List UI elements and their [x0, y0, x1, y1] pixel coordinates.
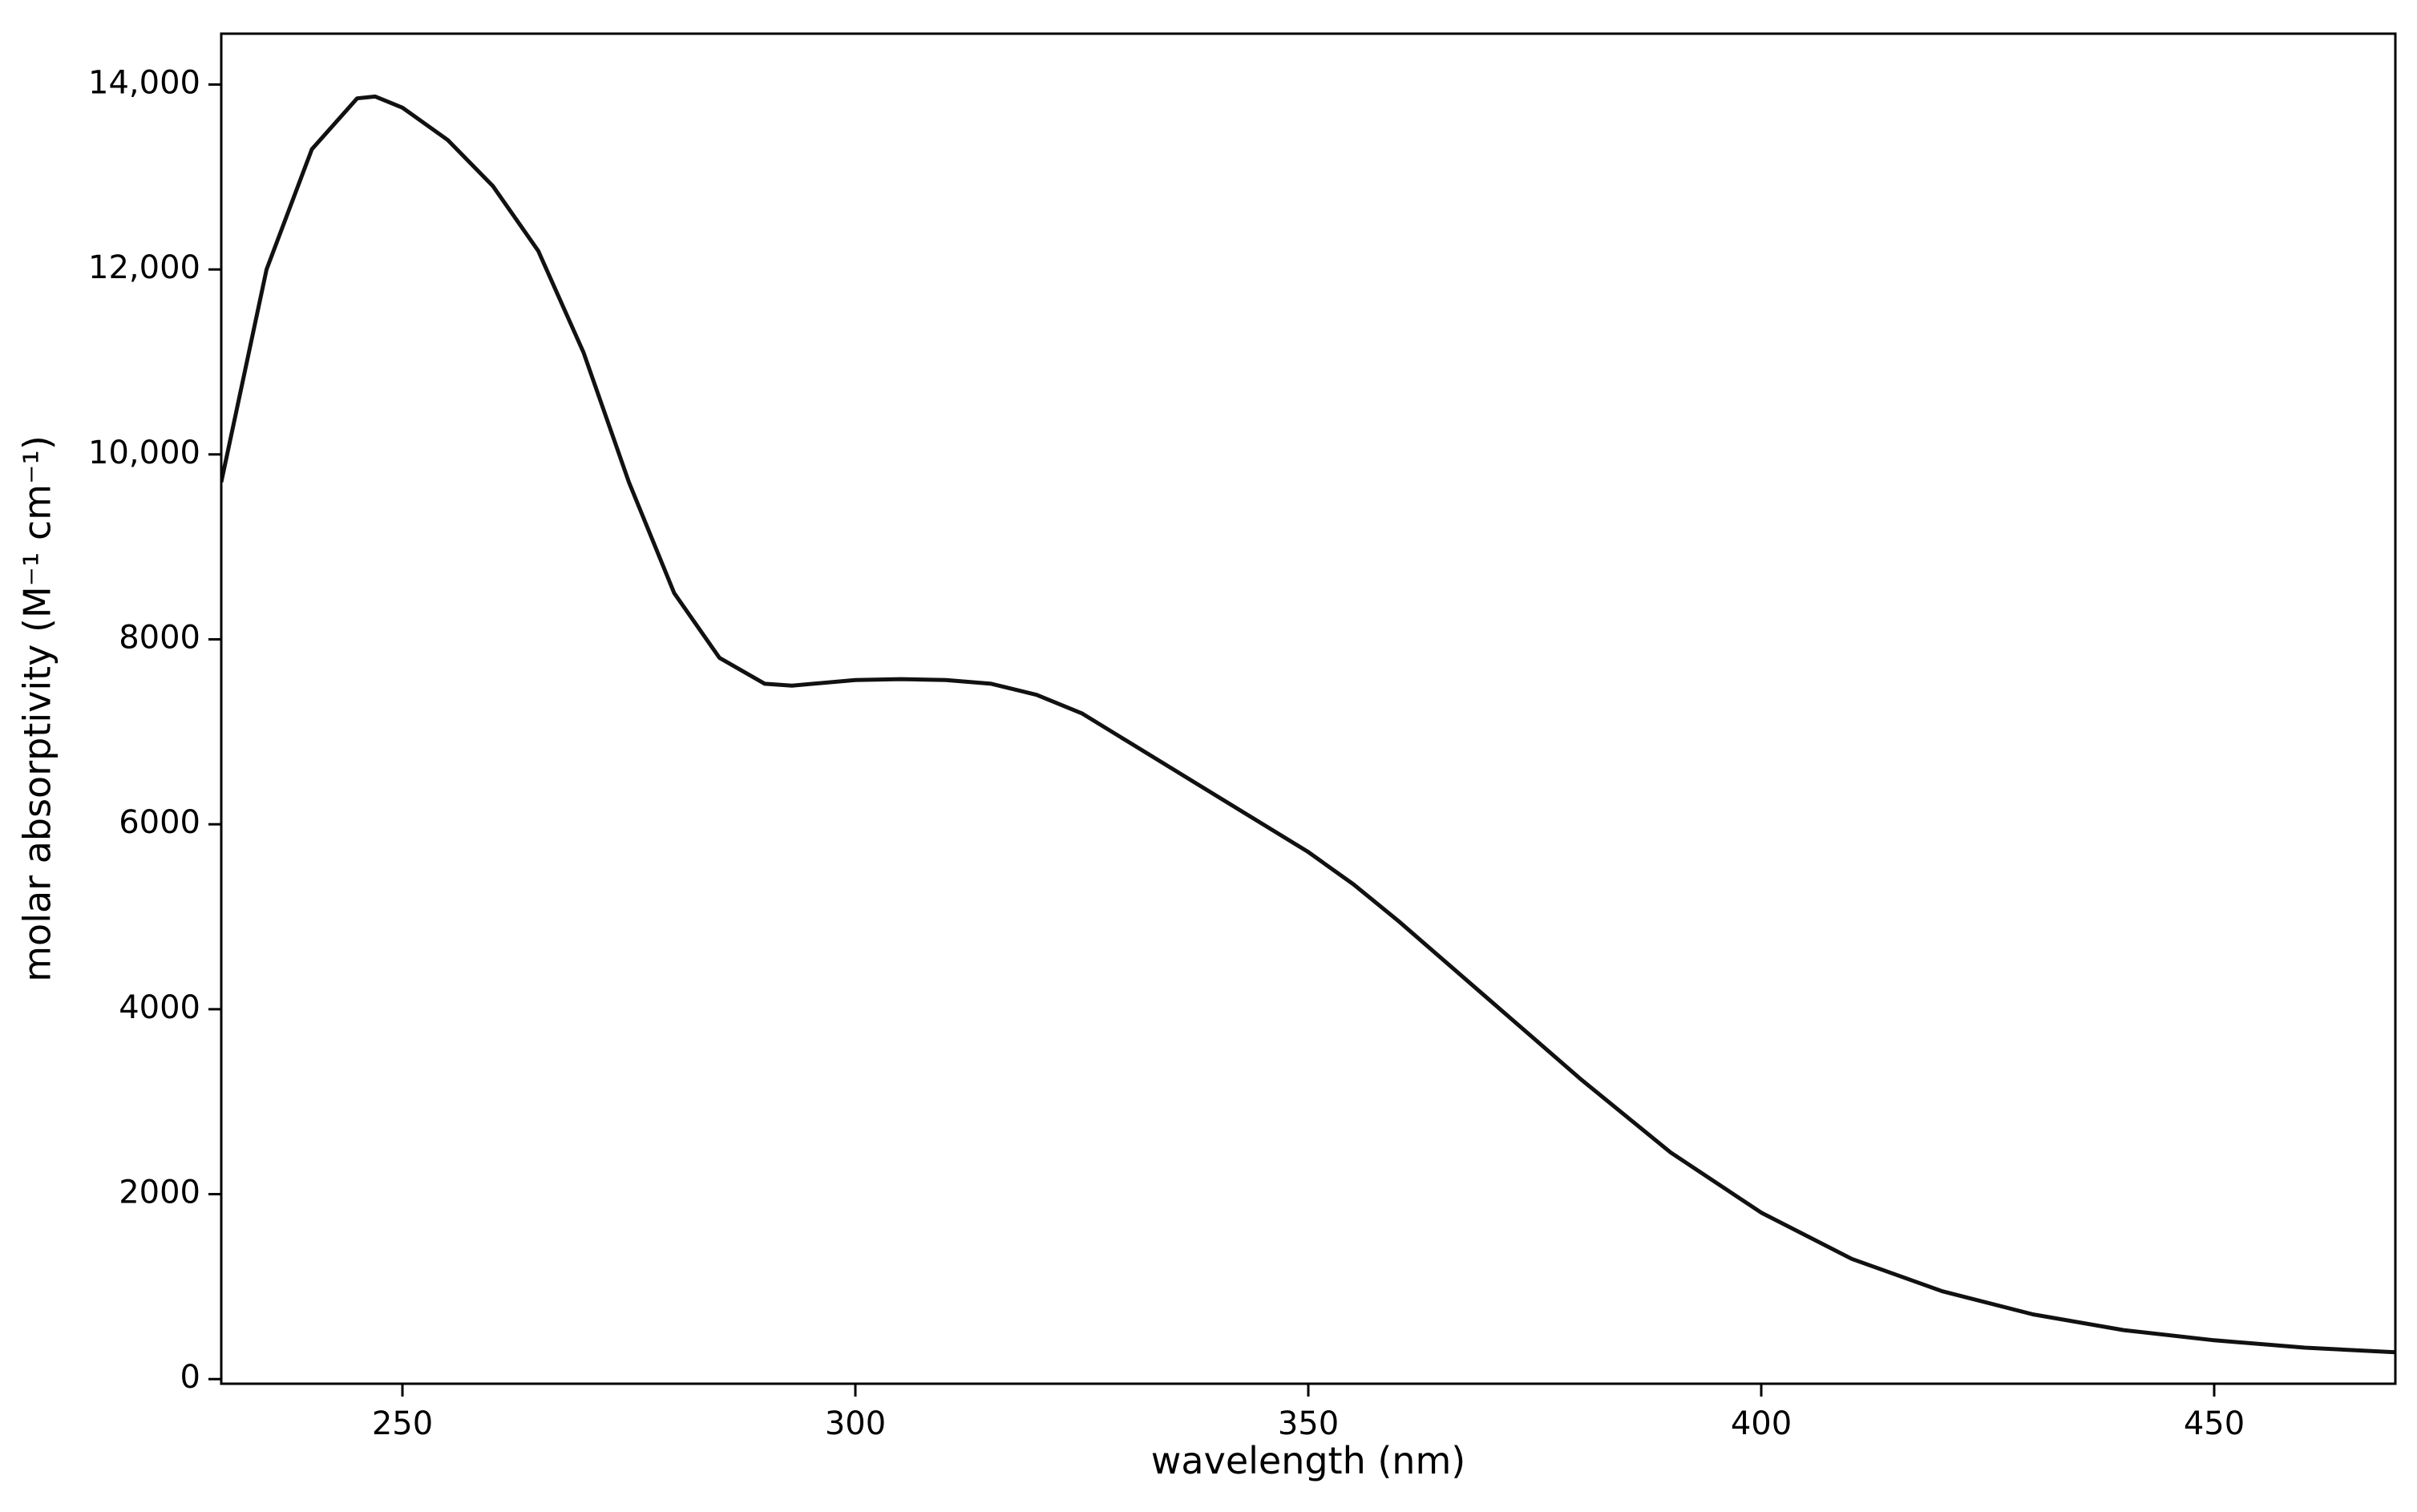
x-tick-label: 350 [1278, 1405, 1339, 1442]
data-line [221, 94, 2395, 1355]
x-tick-label: 400 [1731, 1405, 1792, 1442]
y-tick-label: 12,000 [88, 249, 200, 286]
x-tick-label: 300 [825, 1405, 886, 1442]
y-tick-label: 14,000 [88, 64, 200, 101]
x-axis-label: wavelength (nm) [1151, 1439, 1465, 1482]
y-axis-label: molar absorptivity (M⁻¹ cm⁻¹) [16, 435, 59, 982]
y-tick-label: 6000 [119, 804, 200, 841]
plot-frame [220, 32, 2397, 1385]
y-tick-label: 10,000 [88, 435, 200, 471]
x-tick-label: 450 [2184, 1405, 2245, 1442]
y-tick-label: 8000 [119, 619, 200, 656]
y-tick-label: 4000 [119, 989, 200, 1026]
y-tick-label: 2000 [119, 1174, 200, 1211]
y-tick-label: 0 [180, 1359, 200, 1396]
x-tick-label: 250 [372, 1405, 433, 1442]
